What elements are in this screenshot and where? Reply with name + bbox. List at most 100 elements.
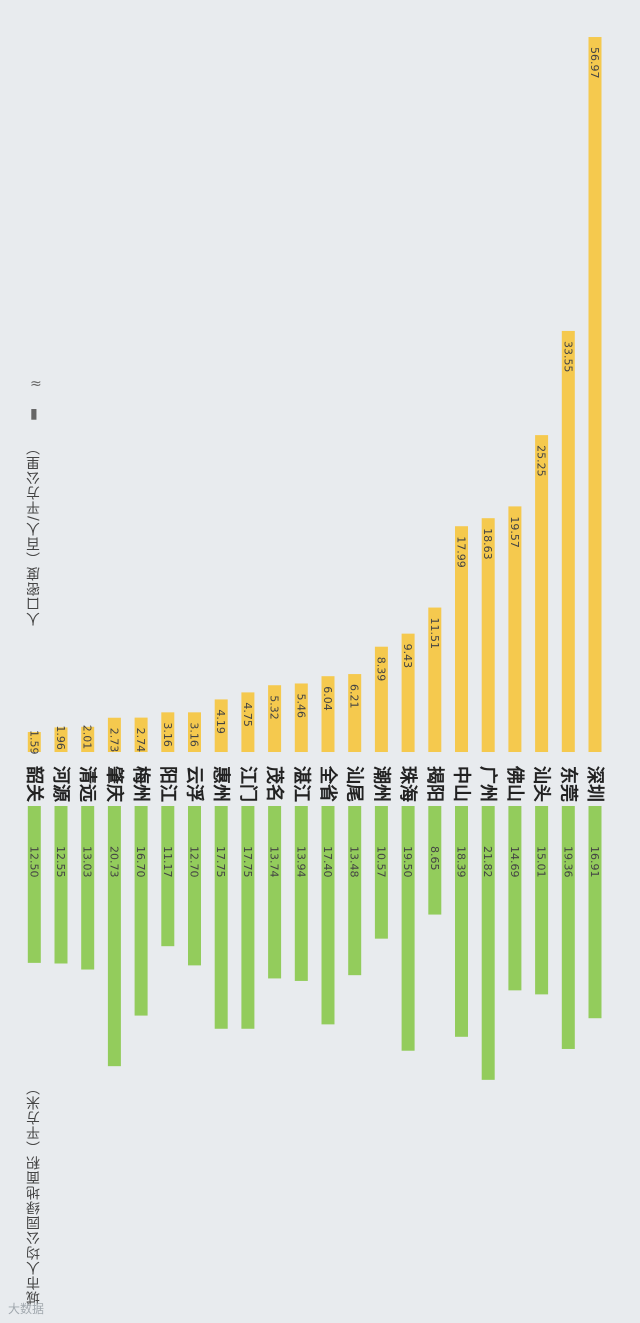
park-area-bar <box>428 806 442 915</box>
density-label: 2.74 <box>134 728 147 753</box>
park-area-bar <box>561 806 575 1049</box>
density-label: 25.25 <box>535 445 548 477</box>
park-area-label: 12.50 <box>27 846 40 878</box>
density-bar <box>241 692 255 752</box>
category-label: 云浮 <box>184 766 206 802</box>
bar-chart-icon: ▮ <box>30 406 38 422</box>
category-label: 梅州 <box>130 766 152 802</box>
density-label: 18.63 <box>481 528 494 560</box>
density-label: 1.96 <box>54 725 67 750</box>
park-area-label: 13.48 <box>348 846 361 878</box>
wave-icon: ≈ <box>30 376 42 392</box>
park-area-bar <box>588 806 602 1019</box>
density-label: 56.97 <box>588 47 601 79</box>
density-bar <box>161 712 175 752</box>
density-bar <box>214 699 228 752</box>
category-label: 江门 <box>237 766 259 802</box>
density-label: 5.46 <box>294 693 307 718</box>
density-label: 2.73 <box>107 728 120 753</box>
category-label: 汕尾 <box>344 766 365 802</box>
density-bar <box>268 685 282 752</box>
category-label: 河源 <box>50 766 72 802</box>
park-area-bar <box>107 806 121 1067</box>
density-bar <box>27 732 41 752</box>
park-area-title: 城市人均公园绿地面积（平方米） <box>26 1080 42 1305</box>
density-bar <box>374 646 388 752</box>
density-label: 33.55 <box>561 341 574 373</box>
category-label: 清远 <box>77 766 98 802</box>
density-label: 8.39 <box>374 657 387 682</box>
park-area-bar <box>27 806 41 963</box>
park-area-label: 18.39 <box>455 846 468 878</box>
category-label: 揭阳 <box>424 766 446 802</box>
density-label: 4.19 <box>214 709 227 734</box>
density-bar <box>134 717 148 752</box>
category-label: 东莞 <box>557 766 579 802</box>
density-bar <box>455 526 468 752</box>
density-label: 2.01 <box>81 725 94 750</box>
density-label: 19.57 <box>508 516 521 548</box>
density-bar <box>321 676 335 752</box>
density-bar <box>81 726 95 752</box>
category-label: 阳江 <box>157 766 178 802</box>
park-area-label: 17.40 <box>321 846 334 878</box>
park-area-bar <box>401 806 415 1051</box>
density-bar <box>535 435 549 752</box>
park-area-bar <box>508 806 522 991</box>
density-label: 11.51 <box>428 618 441 650</box>
park-area-label: 12.70 <box>188 846 201 878</box>
park-area-label: 10.57 <box>374 846 387 878</box>
park-area-label: 19.50 <box>401 846 414 878</box>
park-area-bar <box>348 806 362 976</box>
watermark-text: 大数据 <box>8 1302 45 1316</box>
category-label: 茂名 <box>264 766 286 802</box>
park-area-label: 14.69 <box>508 846 521 878</box>
park-area-label: 12.55 <box>54 846 67 878</box>
park-area-label: 16.91 <box>588 846 601 878</box>
density-bar <box>188 712 201 752</box>
density-label: 3.16 <box>188 722 201 747</box>
park-area-bar <box>241 806 255 1029</box>
category-label: 中山 <box>451 766 473 802</box>
category-label: 佛山 <box>504 765 526 802</box>
density-label: 9.43 <box>401 644 414 669</box>
density-bar <box>561 330 575 752</box>
density-label: 4.75 <box>241 702 254 727</box>
park-area-label: 16.70 <box>134 846 147 878</box>
category-label: 湛江 <box>290 766 312 802</box>
density-bar <box>294 683 308 752</box>
category-label: 广州 <box>477 766 499 802</box>
park-area-label: 15.01 <box>535 846 548 878</box>
density-label: 6.21 <box>348 684 361 709</box>
park-area-label: 13.74 <box>268 846 281 878</box>
population-density-title: 人口密度（百人/平方公里） <box>26 440 42 626</box>
park-area-label: 17.75 <box>241 846 254 878</box>
density-bar <box>54 727 68 752</box>
density-label: 6.04 <box>321 686 334 711</box>
park-area-label: 19.36 <box>561 846 574 878</box>
park-area-bar <box>81 806 95 970</box>
density-bar <box>428 607 442 752</box>
park-area-bar <box>268 806 282 979</box>
category-label: 潮州 <box>370 766 391 802</box>
density-label: 5.32 <box>268 695 281 720</box>
park-area-label: 11.17 <box>161 846 174 878</box>
park-area-bar <box>54 806 68 964</box>
park-area-bar <box>321 806 335 1025</box>
park-area-bar <box>374 806 388 939</box>
category-label: 全省 <box>317 765 339 802</box>
park-area-label: 13.94 <box>294 846 307 878</box>
park-area-bar <box>535 806 549 995</box>
density-label: 3.16 <box>161 722 174 747</box>
category-label: 肇庆 <box>103 765 125 802</box>
category-label: 韶关 <box>23 766 45 802</box>
density-bar <box>481 518 495 752</box>
category-label: 珠海 <box>397 766 419 802</box>
category-label: 汕头 <box>531 766 552 802</box>
category-label: 惠州 <box>210 766 231 802</box>
park-area-bar <box>214 806 228 1029</box>
park-area-label: 20.73 <box>107 846 120 878</box>
density-bar <box>588 37 602 753</box>
park-area-label: 8.65 <box>428 846 441 871</box>
